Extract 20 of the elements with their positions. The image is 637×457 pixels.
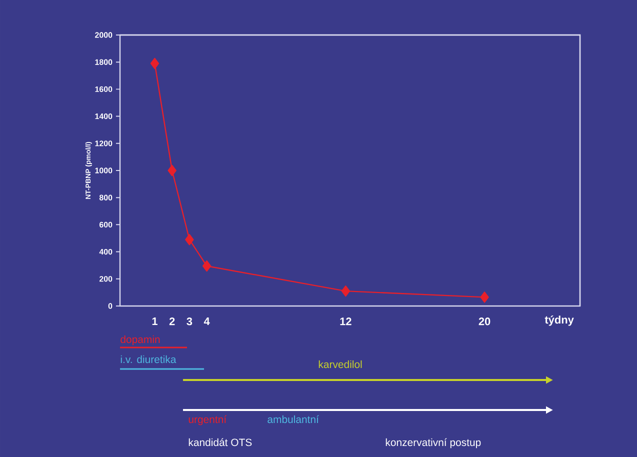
text: kandidát OTS (188, 438, 252, 446)
x-tick-label: 1 (152, 318, 158, 326)
x-tick-label: 20 (478, 318, 490, 326)
point (202, 260, 212, 272)
text: ambulantní (268, 415, 319, 424)
point (150, 58, 160, 70)
x-tick-label: 4 (204, 318, 210, 326)
point (341, 285, 350, 297)
x-tick-label: 2 (169, 318, 175, 326)
point (185, 234, 194, 246)
text: dopamin (120, 335, 160, 346)
text: konzervativní postup (386, 438, 481, 448)
x-axis-title: týdny (544, 316, 574, 326)
point (168, 164, 176, 176)
text: urgentní (188, 415, 227, 426)
text: karvedilol (318, 360, 362, 368)
point (480, 292, 489, 303)
text: i.v. diuretika (120, 355, 176, 364)
x-tick-label: 12 (340, 318, 352, 326)
x-tick-label: 3 (186, 318, 192, 326)
